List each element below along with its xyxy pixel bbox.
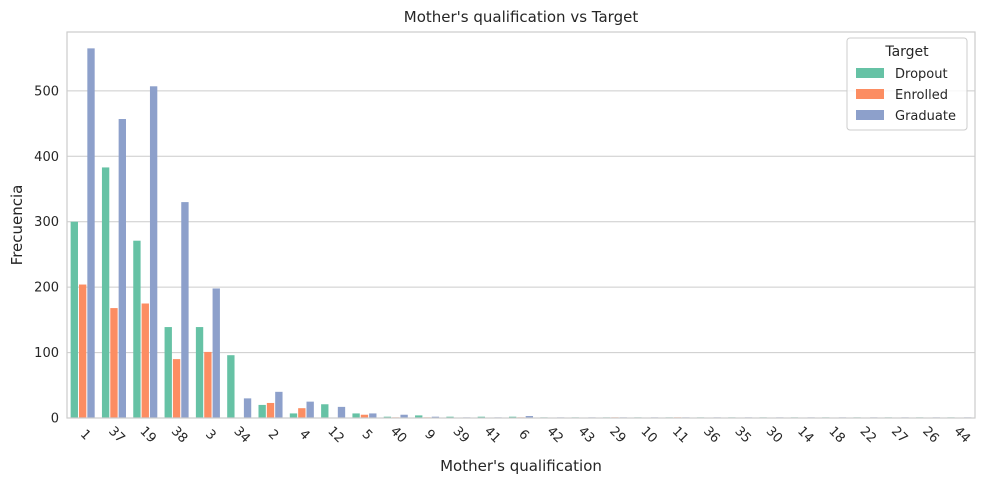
chart-title: Mother's qualification vs Target	[404, 8, 639, 26]
bar-enrolled	[204, 351, 212, 418]
x-tick-label: 6	[515, 427, 531, 443]
bars	[70, 48, 972, 419]
bar-enrolled	[141, 303, 149, 418]
x-tick-label: 14	[794, 424, 816, 446]
bar-graduate	[525, 416, 534, 418]
bar-graduate	[181, 202, 189, 418]
y-tick-label: 100	[34, 346, 59, 361]
x-tick-label: 19	[137, 424, 159, 446]
bar-dropout	[258, 404, 266, 418]
y-axis-title: Frecuencia	[8, 185, 26, 266]
x-tick-label: 43	[575, 424, 597, 446]
bar-dropout	[227, 355, 235, 418]
y-tick-label: 500	[34, 84, 59, 99]
bar-graduate	[243, 398, 252, 418]
x-tick-label: 41	[481, 424, 503, 446]
bar-dropout	[415, 415, 423, 418]
x-tick-label: 44	[951, 424, 973, 446]
bar-graduate	[149, 86, 158, 418]
x-tick-label: 11	[669, 424, 691, 446]
bar-enrolled	[360, 414, 369, 418]
legend-label-graduate: Graduate	[895, 109, 956, 124]
legend-title: Target	[884, 44, 929, 60]
x-tick-label: 42	[544, 424, 566, 446]
x-tick-label: 9	[421, 427, 437, 443]
bar-enrolled	[266, 402, 275, 418]
x-tick-label: 18	[825, 424, 847, 446]
bar-dropout	[164, 327, 172, 418]
x-tick-label: 5	[359, 427, 375, 443]
x-tick-label: 4	[296, 427, 312, 443]
bar-enrolled	[172, 359, 181, 418]
x-axis-title: Mother's qualification	[440, 457, 602, 475]
bar-graduate	[275, 391, 283, 418]
x-tick-label: 30	[763, 424, 785, 446]
bar-dropout	[446, 416, 454, 418]
x-tick-label: 2	[265, 427, 281, 443]
y-tick-label: 400	[34, 150, 59, 165]
x-tick-label: 12	[324, 424, 346, 446]
bar-dropout	[508, 416, 517, 418]
plot-frame	[66, 31, 976, 419]
y-tick-labels: 0 100 200 300 400 500	[34, 84, 59, 426]
x-tick-label: 36	[700, 424, 722, 446]
bar-graduate	[400, 414, 408, 418]
x-tick-label: 38	[168, 424, 190, 446]
bar-dropout	[101, 167, 110, 418]
bar-enrolled	[110, 308, 118, 418]
legend: Target Dropout Enrolled Graduate	[846, 37, 968, 131]
bar-graduate	[118, 119, 126, 419]
bar-graduate	[431, 416, 440, 418]
bar-dropout	[70, 221, 78, 418]
legend-label-dropout: Dropout	[895, 67, 948, 82]
legend-swatch-enrolled	[856, 89, 884, 99]
x-tick-label: 1	[77, 427, 93, 443]
x-tick-labels: 1 37 19 38 3 34 2 4 12 5 40 9 39 41 6 42 43 29 10 11 36 35 30 1…	[77, 424, 973, 446]
bar-dropout	[195, 327, 204, 418]
x-tick-label: 40	[387, 424, 409, 446]
x-tick-label: 39	[450, 424, 472, 446]
legend-label-enrolled: Enrolled	[895, 88, 948, 103]
x-tick-label: 29	[606, 424, 628, 446]
x-tick-label: 34	[231, 424, 253, 446]
x-tick-label: 26	[919, 424, 941, 446]
bar-dropout	[352, 413, 360, 418]
bar-graduate	[369, 413, 377, 418]
bar-enrolled	[298, 408, 306, 418]
bar-graduate	[306, 401, 314, 418]
bar-graduate	[87, 48, 95, 419]
x-tick-label: 37	[105, 424, 127, 446]
bar-dropout	[289, 413, 298, 418]
bar-graduate	[337, 406, 346, 418]
bar-enrolled	[78, 284, 87, 418]
bar-dropout	[477, 416, 486, 418]
y-tick-label: 200	[34, 281, 59, 296]
legend-items: Dropout Enrolled Graduate	[856, 67, 956, 124]
x-tick-label: 22	[857, 424, 879, 446]
bar-dropout	[383, 416, 392, 418]
legend-swatch-graduate	[856, 110, 884, 120]
bar-dropout	[133, 240, 141, 418]
x-tick-label: 27	[888, 424, 910, 446]
bar-graduate	[212, 288, 220, 418]
legend-box	[846, 37, 968, 131]
bar-dropout	[321, 404, 329, 418]
y-tick-label: 300	[34, 215, 59, 230]
legend-swatch-dropout	[856, 68, 884, 78]
x-tick-label: 3	[202, 427, 218, 443]
y-tick-label: 0	[51, 412, 59, 427]
x-tick-label: 10	[638, 424, 660, 446]
x-tick-label: 35	[731, 424, 753, 446]
